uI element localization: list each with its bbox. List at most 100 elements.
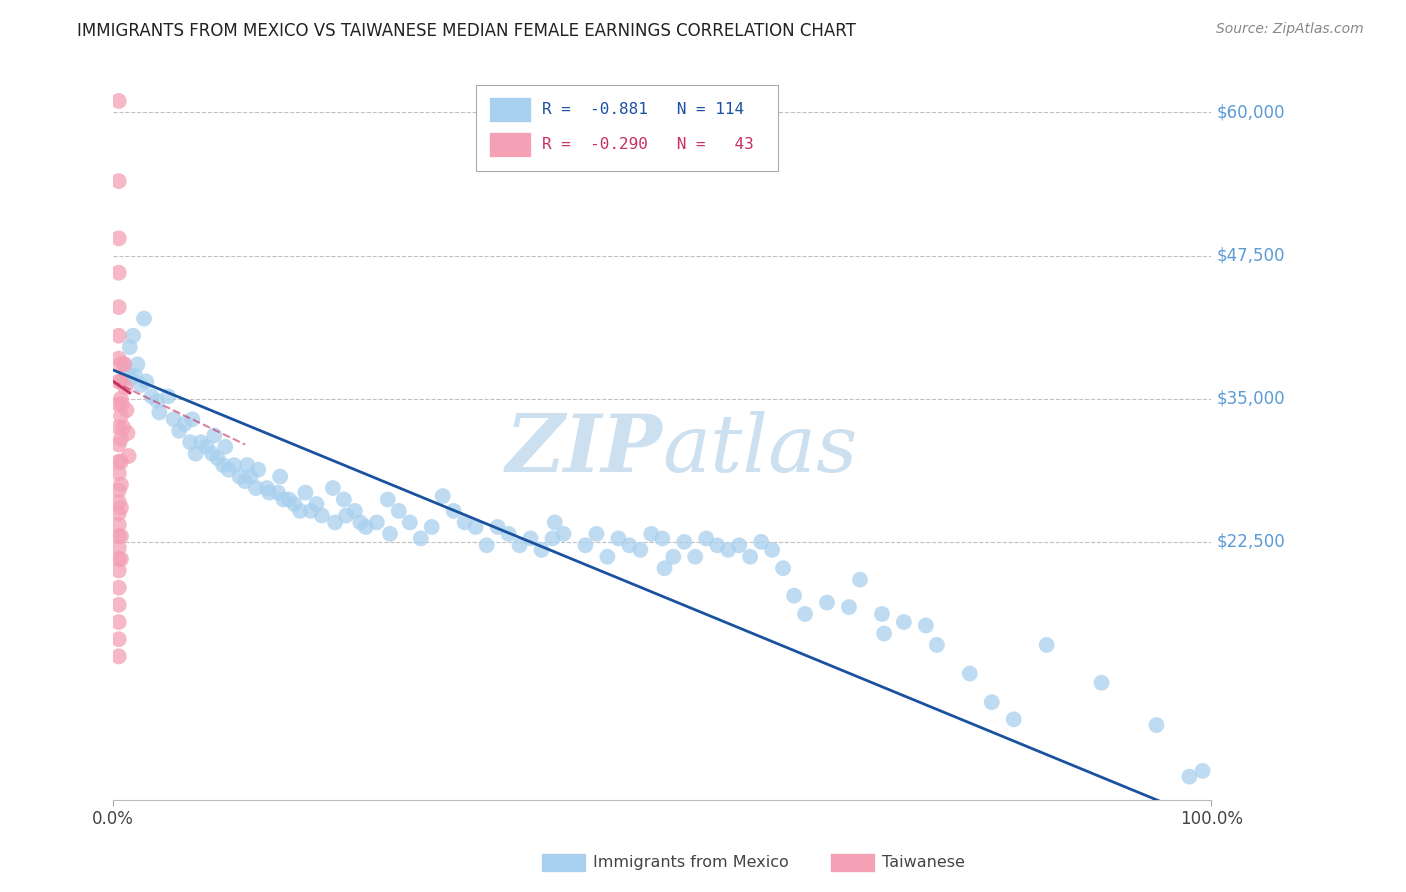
Point [1146,718,1168,732]
Point [236,458,259,472]
Point [695,532,717,546]
Point [409,532,432,546]
Text: Immigrants from Mexico: Immigrants from Mexico [593,855,789,870]
Point [107,328,129,343]
Point [129,378,152,392]
Point [257,485,280,500]
Text: R =  -0.881   N = 114: R = -0.881 N = 114 [541,102,744,117]
Point [728,538,751,552]
Point [222,458,245,472]
Point [122,328,145,343]
Point [343,504,366,518]
Point [181,412,204,426]
Point [110,375,132,389]
Text: $47,500: $47,500 [1216,246,1285,265]
Point [107,552,129,566]
Point [1191,764,1213,778]
Point [322,481,344,495]
Point [110,432,132,446]
Point [179,435,201,450]
Point [107,529,129,543]
Point [195,440,218,454]
Point [443,504,465,518]
FancyBboxPatch shape [475,85,778,170]
Point [574,538,596,552]
Point [335,508,357,523]
Point [662,549,685,564]
Point [553,526,575,541]
Point [398,516,420,530]
Point [212,458,235,472]
Point [651,532,673,546]
Point [115,367,138,381]
Text: Source: ZipAtlas.com: Source: ZipAtlas.com [1216,22,1364,37]
Point [167,424,190,438]
Point [111,397,134,411]
Point [107,231,129,245]
Point [1178,770,1201,784]
Point [107,437,129,451]
Point [107,94,129,108]
Point [118,340,141,354]
Point [794,607,817,621]
Point [157,389,180,403]
Point [107,420,129,434]
Point [110,477,132,491]
Point [654,561,676,575]
Point [377,492,399,507]
Point [110,409,132,423]
Point [761,542,783,557]
Point [486,520,509,534]
Point [420,520,443,534]
Point [914,618,936,632]
Point [498,526,520,541]
Point [202,428,225,442]
Point [163,412,186,426]
Point [214,440,236,454]
Point [311,508,333,523]
Point [740,549,762,564]
Point [432,489,454,503]
Point [288,504,311,518]
Point [135,375,157,389]
FancyBboxPatch shape [489,97,530,122]
Point [107,506,129,520]
Point [107,517,129,532]
Point [544,516,567,530]
FancyBboxPatch shape [489,132,530,157]
Point [107,483,129,498]
Point [283,497,305,511]
Point [207,451,229,466]
Point [1035,638,1057,652]
Point [628,542,651,557]
Point [107,541,129,555]
Point [132,311,155,326]
Point [980,695,1002,709]
Point [893,615,915,629]
Point [247,463,270,477]
Point [107,375,129,389]
Point [107,466,129,480]
Point [107,649,129,664]
Point [873,626,896,640]
Point [1002,712,1025,726]
Point [749,534,772,549]
Point [107,564,129,578]
Point [107,581,129,595]
Point [366,516,388,530]
Point [107,397,129,411]
Point [849,573,872,587]
Point [596,549,619,564]
Point [218,463,240,477]
Point [112,357,135,371]
Point [124,368,146,383]
Point [278,492,301,507]
Point [127,357,149,371]
Point [815,596,838,610]
Text: $35,000: $35,000 [1216,390,1285,408]
Point [184,447,207,461]
Point [112,420,135,434]
Point [110,500,132,515]
Point [323,516,346,530]
Point [245,481,267,495]
